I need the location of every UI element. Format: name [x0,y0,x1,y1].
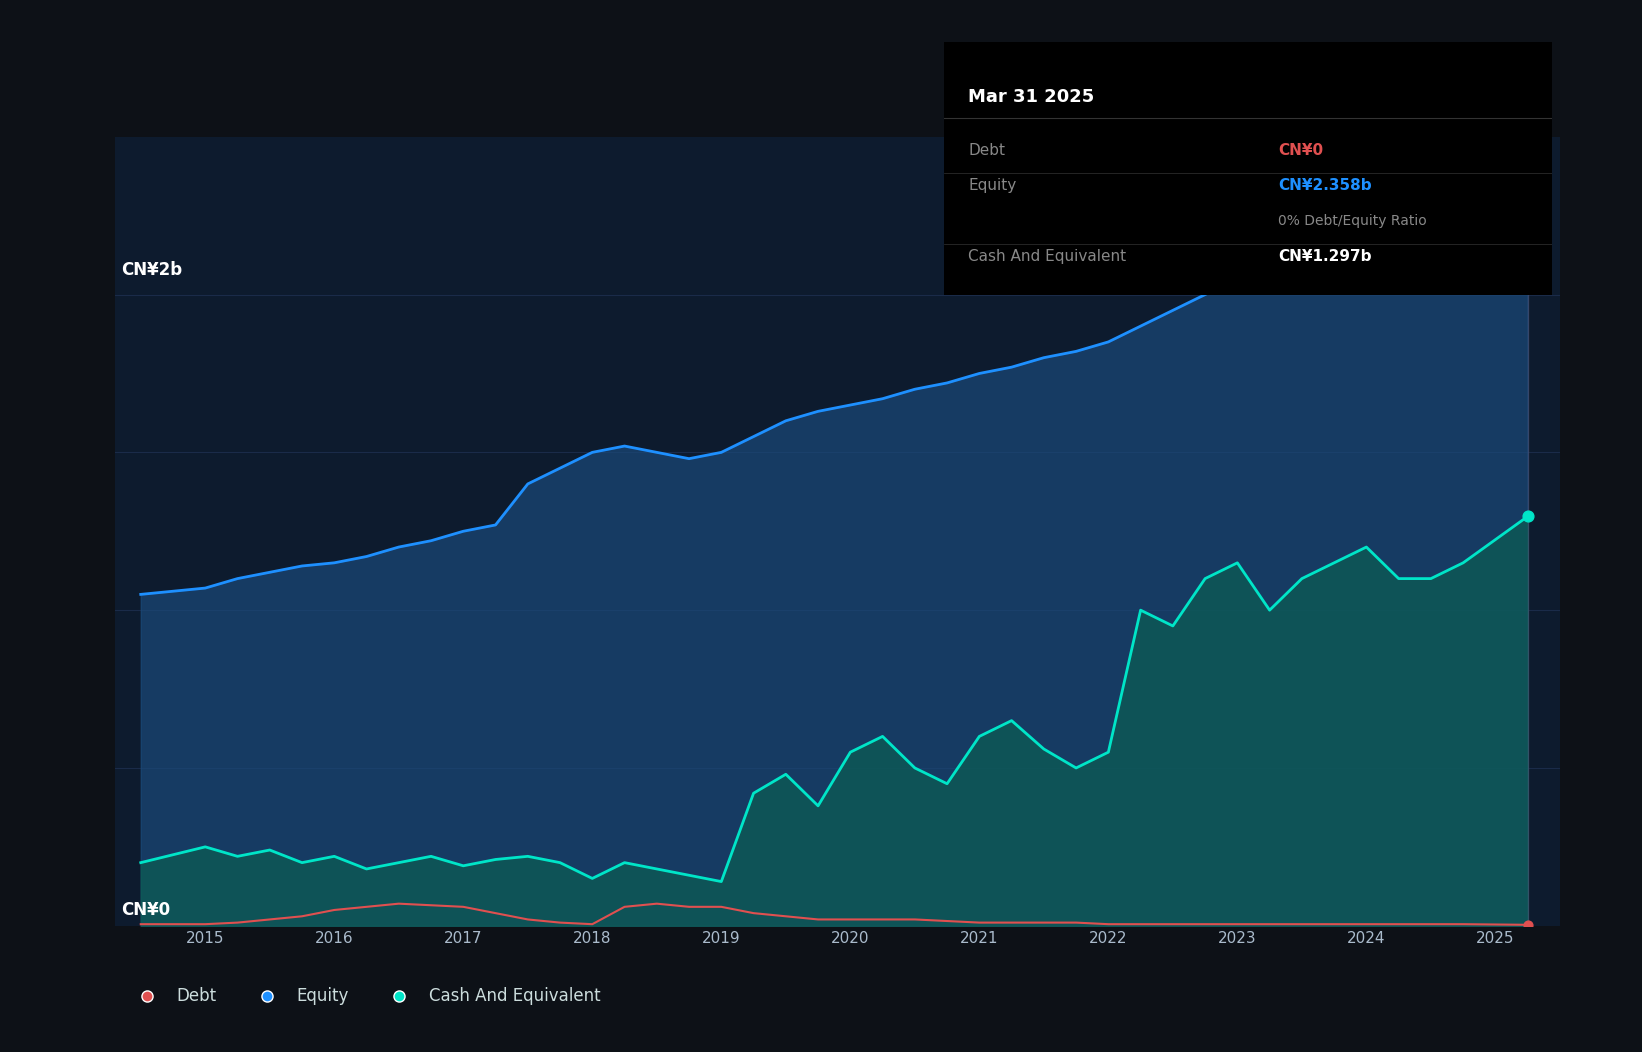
Text: CN¥2b: CN¥2b [122,261,182,279]
Point [1514,508,1540,525]
Text: Cash And Equivalent: Cash And Equivalent [969,249,1126,264]
Text: CN¥0: CN¥0 [1277,143,1323,158]
Legend: Debt, Equity, Cash And Equivalent: Debt, Equity, Cash And Equivalent [123,980,608,1012]
Point [1514,174,1540,190]
Text: Debt: Debt [969,143,1005,158]
Point [1514,916,1540,933]
Text: Mar 31 2025: Mar 31 2025 [969,87,1095,105]
Text: 0% Debt/Equity Ratio: 0% Debt/Equity Ratio [1277,214,1427,228]
Text: Equity: Equity [969,179,1016,194]
Text: CN¥2.358b: CN¥2.358b [1277,179,1373,194]
Text: CN¥1.297b: CN¥1.297b [1277,249,1371,264]
Text: CN¥0: CN¥0 [122,902,171,919]
